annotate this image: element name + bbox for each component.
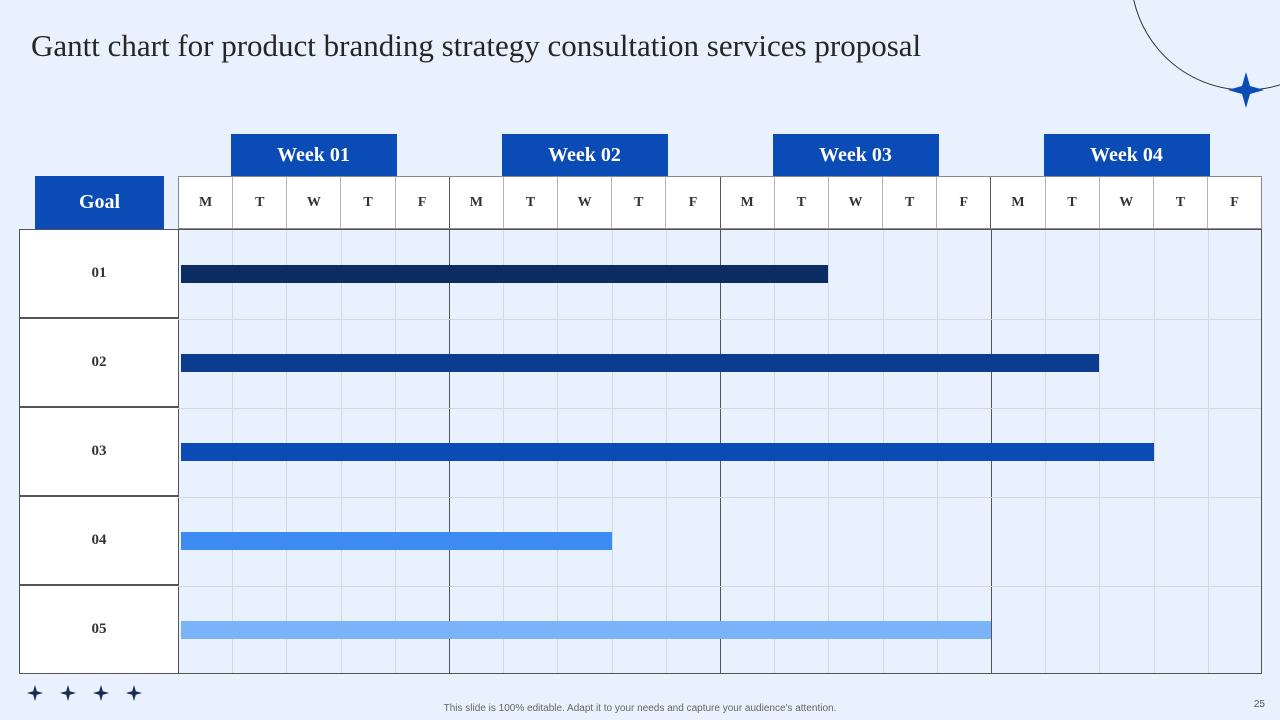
day-label: T: [612, 177, 667, 228]
day-label: T: [775, 177, 829, 228]
grid-line: [1207, 230, 1209, 673]
day-label: F: [1230, 194, 1239, 210]
decorative-stars: [26, 684, 143, 702]
gantt-bar: [181, 532, 612, 550]
goal-label: 01: [19, 229, 179, 318]
day-label: M: [450, 177, 504, 228]
day-label: F: [666, 177, 721, 228]
gantt-bar: [181, 265, 829, 283]
grid-line: [1153, 230, 1155, 673]
day-label: W: [558, 177, 613, 228]
grid-line: [178, 497, 1261, 498]
star-icon: [125, 684, 143, 702]
page-number: 25: [1253, 699, 1265, 710]
day-label: T: [341, 177, 396, 228]
week-header: Week 01: [230, 134, 397, 176]
week-header: Week 04: [1043, 134, 1210, 176]
goal-label: 03: [19, 407, 179, 496]
day-label: T: [504, 177, 559, 228]
goal-label: 02: [19, 318, 179, 407]
day-label: F: [937, 177, 992, 228]
gantt-bar: [181, 443, 1154, 461]
week-header: Week 03: [772, 134, 939, 176]
day-label: F: [396, 177, 450, 228]
goal-column: 01 02 03 04 05: [19, 229, 179, 674]
page-title: Gantt chart for product branding strateg…: [31, 28, 922, 63]
day-label: M: [991, 177, 1046, 228]
grid-line: [178, 319, 1261, 320]
gantt-bar: [181, 621, 991, 639]
day-label: T: [1154, 177, 1208, 228]
goal-header: Goal: [35, 176, 164, 229]
day-label: T: [233, 177, 288, 228]
grid-line: [178, 408, 1261, 409]
footer-note: This slide is 100% editable. Adapt it to…: [443, 703, 837, 714]
day-label: W: [1100, 177, 1154, 228]
week-header: Week 02: [501, 134, 668, 176]
star-icon: [26, 684, 44, 702]
day-label: W: [829, 177, 884, 228]
star-icon: [92, 684, 110, 702]
decorative-arc: [1133, 0, 1280, 108]
day-label: T: [1046, 177, 1100, 228]
sparkle-icon: [1228, 72, 1264, 108]
goal-label: 04: [19, 496, 179, 585]
goal-label: 05: [19, 585, 179, 674]
grid-line: [178, 586, 1261, 587]
gantt-bar: [181, 354, 1100, 372]
star-icon: [59, 684, 77, 702]
day-label: T: [883, 177, 938, 228]
gantt-grid: [178, 229, 1262, 674]
day-label: W: [287, 177, 342, 228]
day-label: M: [721, 177, 775, 228]
day-label: M: [179, 177, 234, 228]
